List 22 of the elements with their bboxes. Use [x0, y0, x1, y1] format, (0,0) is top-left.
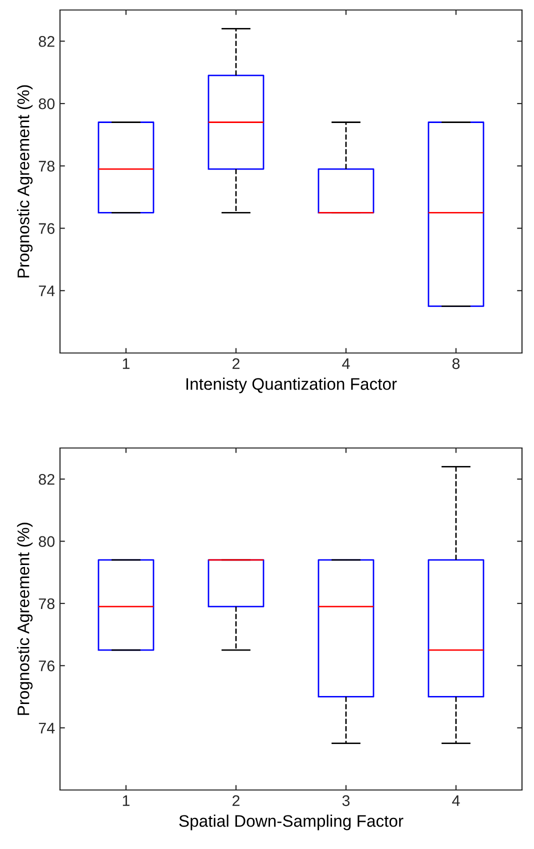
y-tick-label: 74	[38, 722, 55, 734]
x-tick-label: 1	[122, 358, 130, 369]
x-axis-title: Spatial Down-Sampling Factor	[179, 814, 404, 830]
x-axis-title: Intenisty Quantization Factor	[186, 378, 397, 394]
x-tick-label: 2	[232, 358, 240, 369]
y-axis-title: Prognostic Agreement (%)	[17, 522, 33, 715]
y-tick-label: 82	[38, 474, 54, 485]
y-tick-label: 74	[38, 286, 55, 296]
x-tick-label: 2	[232, 795, 240, 806]
x-tick-label: 4	[452, 795, 460, 806]
y-axis-title: Prognostic Agreement (%)	[17, 85, 33, 278]
y-tick-label: 80	[38, 98, 55, 110]
x-tick-label: 1	[122, 795, 130, 806]
x-tick-label: 8	[452, 358, 460, 370]
x-tick-label: 3	[342, 795, 350, 806]
x-tick-label: 4	[342, 358, 350, 369]
y-tick-label: 82	[38, 36, 54, 47]
y-tick-label: 78	[38, 598, 54, 610]
y-tick-label: 78	[38, 160, 54, 172]
y-tick-label: 80	[38, 536, 55, 547]
y-tick-label: 76	[38, 660, 54, 672]
y-tick-label: 76	[38, 223, 54, 234]
